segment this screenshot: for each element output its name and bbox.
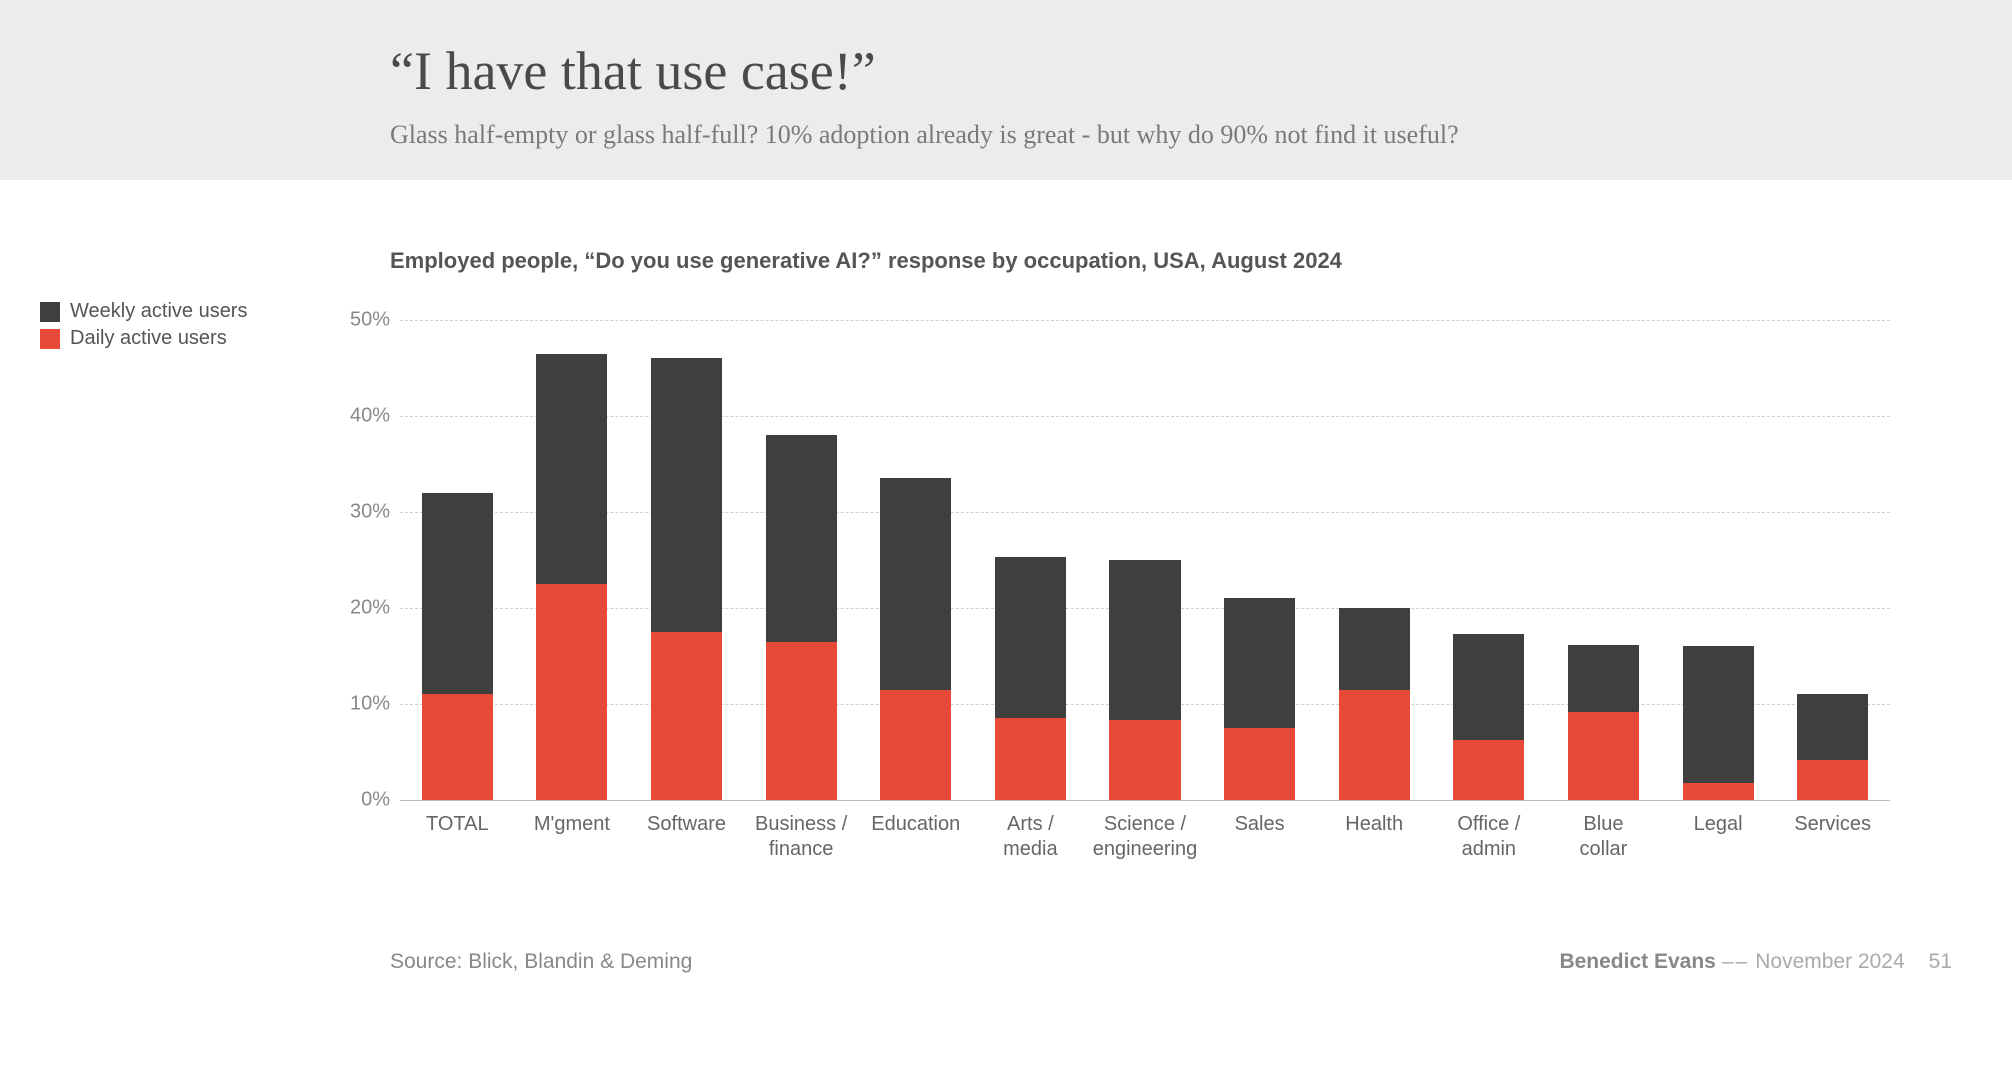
- footer-sep: ––: [1722, 950, 1749, 973]
- bar-segment-daily: [1339, 690, 1410, 800]
- bar-chart: 0% 10% 20% 30% 40% 50% TOTAL M'gment Software Bus…: [330, 300, 1900, 890]
- chart-legend: Weekly active users Daily active users: [40, 300, 247, 354]
- y-tick-label: 50%: [340, 309, 390, 332]
- footer-page: 51: [1929, 950, 1952, 973]
- y-tick-label: 10%: [340, 693, 390, 716]
- bar-group: M'gment: [536, 354, 607, 800]
- bar-segment-weekly: [422, 493, 493, 695]
- bar-segment-weekly: [1568, 645, 1639, 712]
- source-text: Source: Blick, Blandin & Deming: [390, 950, 692, 974]
- bar-group: Bluecollar: [1568, 644, 1639, 800]
- y-tick-label: 0%: [340, 789, 390, 812]
- footer-date: November 2024: [1755, 950, 1904, 973]
- chart-title: Employed people, “Do you use generative …: [390, 248, 1342, 274]
- bar-segment-daily: [651, 632, 722, 800]
- bar-segment-daily: [880, 690, 951, 800]
- bar-segment-weekly: [766, 435, 837, 641]
- bar-segment-daily: [536, 584, 607, 800]
- bar-segment-daily: [1224, 728, 1295, 800]
- bar-group: Business /finance: [766, 435, 837, 800]
- bar-segment-weekly: [880, 478, 951, 689]
- bar-segment-weekly: [1339, 608, 1410, 690]
- bar-group: Services: [1797, 694, 1868, 800]
- y-tick-label: 30%: [340, 501, 390, 524]
- bar-group: Education: [880, 478, 951, 800]
- y-tick-label: 20%: [340, 597, 390, 620]
- x-axis-line: [400, 800, 1890, 801]
- bar-segment-weekly: [536, 354, 607, 584]
- bar-segment-weekly: [1224, 598, 1295, 728]
- slide-title: “I have that use case!”: [390, 40, 1952, 102]
- bar-group: Software: [651, 358, 722, 800]
- bar-group: Sales: [1224, 598, 1295, 800]
- bar-segment-weekly: [1109, 560, 1180, 720]
- footer-author: Benedict Evans: [1559, 950, 1715, 973]
- legend-label: Daily active users: [70, 327, 227, 350]
- bar-segment-weekly: [1797, 694, 1868, 759]
- bar-segment-daily: [995, 718, 1066, 800]
- slide-footer: Benedict Evans –– November 2024 51: [1559, 950, 1952, 974]
- bar-segment-weekly: [1683, 646, 1754, 782]
- grid-line: [400, 512, 1890, 513]
- bar-segment-weekly: [1453, 634, 1524, 740]
- bar-group: Arts /media: [995, 557, 1066, 800]
- legend-swatch: [40, 302, 60, 322]
- legend-label: Weekly active users: [70, 300, 247, 323]
- legend-swatch: [40, 329, 60, 349]
- bar-segment-weekly: [651, 358, 722, 632]
- bar-group: Legal: [1683, 646, 1754, 800]
- bar-segment-daily: [1453, 740, 1524, 800]
- legend-item: Daily active users: [40, 327, 247, 350]
- bar-group: TOTAL: [422, 493, 493, 800]
- bar-group: Office /admin: [1453, 634, 1524, 800]
- slide-header: “I have that use case!” Glass half-empty…: [0, 0, 2012, 180]
- bar-group: Science /engineering: [1109, 560, 1180, 800]
- bar-segment-daily: [1568, 712, 1639, 800]
- bar-segment-daily: [1683, 783, 1754, 800]
- x-tick-label: Services: [1763, 812, 1903, 837]
- y-tick-label: 40%: [340, 405, 390, 428]
- grid-line: [400, 416, 1890, 417]
- bar-segment-daily: [1797, 760, 1868, 800]
- slide-subtitle: Glass half-empty or glass half-full? 10%…: [390, 120, 1952, 150]
- bar-segment-daily: [1109, 720, 1180, 800]
- bar-segment-daily: [422, 694, 493, 800]
- grid-line: [400, 320, 1890, 321]
- bar-segment-weekly: [995, 557, 1066, 718]
- legend-item: Weekly active users: [40, 300, 247, 323]
- chart-plot-area: 0%10%20%30%40%50%TOTALM'gmentSoftwareBus…: [400, 320, 1890, 800]
- bar-segment-daily: [766, 642, 837, 800]
- bar-group: Health: [1339, 608, 1410, 800]
